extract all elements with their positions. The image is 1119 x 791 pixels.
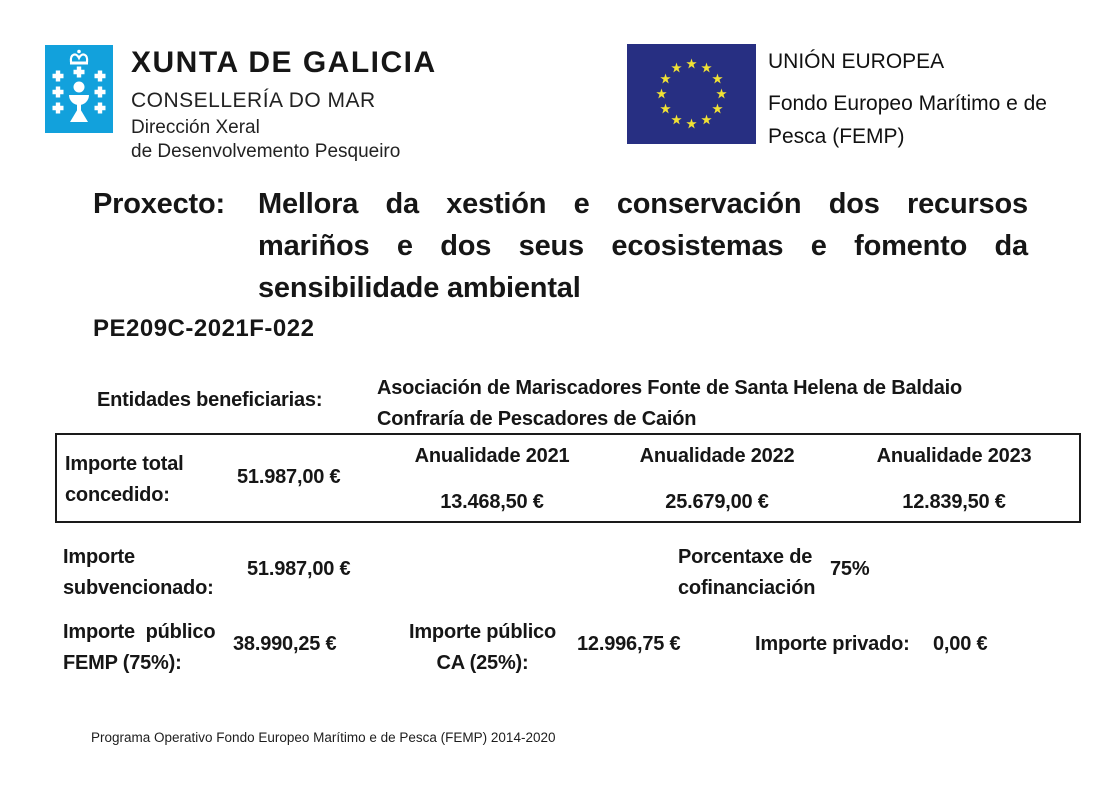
- importe-privado-value: 0,00 €: [933, 633, 988, 655]
- importe-total-label-line1: Importe total: [65, 453, 184, 475]
- importe-total-label: Importe total concedido:: [65, 449, 184, 511]
- porcentaxe-line2: cofinanciación: [678, 577, 816, 599]
- importe-publico-ca-line2: CA (25%):: [436, 652, 529, 674]
- project-title: Mellora da xestión e conservación dos recursos…: [258, 183, 1028, 309]
- importe-publico-ca-line1: Importe público: [408, 621, 556, 643]
- importe-subvencionado-line1: Importe: [63, 546, 135, 568]
- conselleria-do-mar-label: CONSELLERÍA DO MAR: [131, 89, 376, 112]
- project-title-line3: sensibilidade ambiental: [258, 272, 581, 304]
- porcentaxe-line1: Porcentaxe de: [678, 546, 813, 568]
- femp-fund-line2: Pesca (FEMP): [768, 125, 905, 148]
- project-title-section: Proxecto: Mellora da xestión e conservación d…: [93, 183, 1030, 309]
- importe-subvencionado-label: Importe subvencionado:: [63, 542, 214, 604]
- anualidade-2022-header: Anualidade 2022: [639, 445, 795, 467]
- anualidade-2023-value: 12.839,50 €: [902, 491, 1006, 513]
- importe-publico-femp-value: 38.990,25 €: [233, 633, 337, 655]
- eu-text-block: UNIÓN EUROPEA Fondo Europeo Marítimo e d…: [768, 50, 1047, 153]
- project-title-line1: Mellora da xestión e conservación dos recursos: [258, 188, 1028, 220]
- programa-operativo-footer: Programa Operativo Fondo Europeo Marítim…: [91, 730, 556, 745]
- xunta-text-block: XUNTA DE GALICIA CONSELLERÍA DO MAR Dire…: [131, 46, 437, 164]
- beneficiaries-label: Entidades beneficiarias:: [97, 389, 323, 411]
- totals-table: Importe total concedido: 51.987,00 € Anu…: [55, 433, 1081, 523]
- anualidade-2021-header: Anualidade 2021: [414, 445, 570, 467]
- anualidade-2022-value: 25.679,00 €: [665, 491, 769, 513]
- beneficiaries-list: Asociación de Mariscadores Fonte de Sant…: [377, 373, 962, 435]
- beneficiary-entity: Asociación de Mariscadores Fonte de Sant…: [377, 377, 963, 399]
- importe-subvencionado-value: 51.987,00 €: [247, 558, 351, 580]
- importe-subvencionado-line2: subvencionado:: [63, 577, 214, 599]
- anualidade-2023-header: Anualidade 2023: [876, 445, 1032, 467]
- project-title-line2: mariños e dos seus ecosistemas e fomento da: [258, 230, 1028, 262]
- beneficiary-entity: Confraría de Pescadores de Caión: [377, 408, 697, 430]
- femp-fund-line1: Fondo Europeo Marítimo e de: [768, 92, 1047, 115]
- anualidade-2021-value: 13.468,50 €: [440, 491, 544, 513]
- importe-publico-ca-label: Importe público CA (25%):: [400, 617, 565, 679]
- porcentaxe-cofinanciacion-value: 75%: [830, 558, 870, 580]
- direccion-xeral-line1: Dirección Xeral: [131, 117, 260, 138]
- eu-flag-icon: [627, 44, 756, 144]
- importe-privado-label: Importe privado:: [755, 633, 910, 655]
- importe-publico-femp-label: Importe público FEMP (75%):: [63, 621, 216, 674]
- porcentaxe-cofinanciacion-label: Porcentaxe de cofinanciación: [678, 542, 815, 604]
- project-code: PE209C-2021F-022: [93, 315, 315, 342]
- xunta-wordmark: XUNTA DE GALICIA: [131, 46, 437, 79]
- project-label: Proxecto:: [93, 188, 225, 220]
- importe-total-label-line2: concedido:: [65, 484, 170, 506]
- direccion-xeral-line2: de Desenvolvemento Pesqueiro: [131, 141, 401, 162]
- importe-publico-ca-value: 12.996,75 €: [577, 633, 681, 655]
- xunta-de-galicia-logo-icon: [45, 45, 113, 133]
- union-europea-label: UNIÓN EUROPEA: [768, 50, 945, 73]
- importe-total-value: 51.987,00 €: [237, 466, 341, 488]
